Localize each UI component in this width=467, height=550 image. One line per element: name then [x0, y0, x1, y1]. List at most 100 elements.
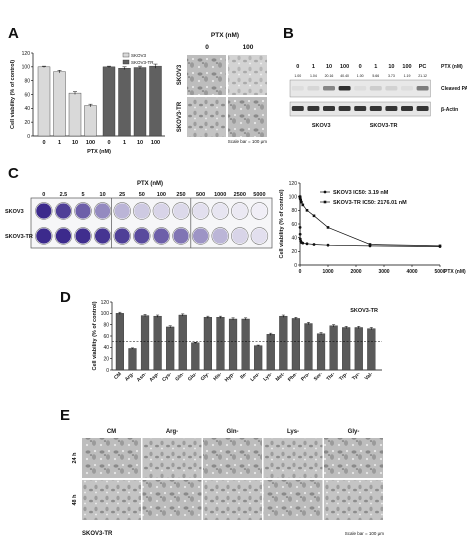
well-stain	[75, 203, 91, 219]
x-tick-label: 10	[72, 140, 78, 146]
bar	[84, 105, 97, 137]
panel-a-micro-row-1: SKOV3-TR	[177, 101, 183, 132]
bar	[140, 315, 150, 371]
lane-label: 10	[326, 64, 332, 70]
bar	[133, 67, 147, 137]
lane-label: PC	[419, 64, 427, 70]
x-tick-label: Gly-	[200, 371, 211, 382]
well-stain	[153, 203, 169, 219]
well	[250, 227, 269, 245]
x-tick-label: 100	[151, 140, 160, 146]
quant-value: 3.73	[388, 74, 395, 78]
x-tick-label: 5000	[434, 269, 445, 275]
bar	[216, 317, 225, 371]
bar	[68, 92, 82, 137]
actin-band	[369, 106, 382, 111]
x-tick-label: 0	[299, 269, 302, 275]
bar	[316, 333, 326, 371]
legend-swatch	[122, 52, 130, 58]
bar	[37, 66, 51, 137]
row-label-beta-actin: β-Actin	[441, 107, 458, 113]
micrograph	[203, 480, 262, 520]
y-tick-label: 80	[103, 322, 109, 328]
x-tick-label: 4000	[406, 269, 417, 275]
y-axis-label: Cell viability (% of control)	[10, 60, 16, 129]
bar	[166, 326, 175, 371]
well	[231, 227, 249, 245]
data-point	[298, 226, 302, 229]
conc-label: 5000	[253, 192, 265, 198]
x-tick-label: Phe-	[287, 371, 299, 383]
panel-a-micro-title: PTX (nM)	[211, 32, 239, 39]
micro-skov3tr-100	[228, 97, 267, 137]
micro-skov3tr-0	[187, 97, 226, 137]
panel-e-micrograph-grid: CM Arg- Gln- Lys- Gly- 24 h 48 h	[72, 429, 383, 520]
plate-row-label: SKOV3	[5, 209, 24, 215]
plate-title: PTX (nM)	[137, 181, 163, 187]
well-stain	[193, 228, 209, 244]
y-tick-label: 40	[103, 345, 109, 351]
y-tick-label: 100	[101, 311, 110, 317]
parp-band	[401, 86, 413, 91]
conc-label: 250	[176, 192, 185, 198]
well-stain	[251, 203, 267, 219]
well-stain	[55, 228, 71, 244]
panel-b-western-blot: 0 1.00 1 1.04 10 20.16 100 40.40 0 1.00 1 5.66 10 3.7…	[289, 64, 467, 129]
bar	[241, 318, 250, 371]
parp-band	[307, 86, 320, 91]
well-stain	[75, 228, 91, 244]
y-tick-label: 60	[291, 222, 297, 228]
well-stain	[134, 228, 150, 244]
panel-a-micro-col-0: 0	[205, 44, 209, 51]
legend-label: SKOV3	[131, 53, 147, 58]
group-label-skov3-tr: SKOV3-TR	[370, 123, 398, 129]
well-stain	[95, 228, 111, 244]
panel-e-cell-line: SKOV3-TR	[82, 531, 113, 537]
x-tick-label: Tyr-	[351, 371, 362, 382]
blot-cleaved-parp	[289, 79, 431, 98]
quant-value: 40.40	[340, 74, 349, 78]
conc-label: 1000	[214, 192, 226, 198]
quant-value: 20.16	[325, 74, 334, 78]
lane-label: 1	[374, 64, 377, 70]
well-stain	[212, 228, 228, 244]
panel-letter-d: D	[60, 289, 71, 306]
bar	[367, 328, 376, 371]
actin-band	[291, 106, 304, 111]
micrograph	[324, 480, 383, 520]
panel-e-scale-bar-label: Scale bar = 100 μm	[345, 531, 384, 536]
conc-label: 2.5	[60, 192, 68, 198]
plate-row-label: SKOV3-TR	[5, 234, 33, 240]
well-stain	[173, 203, 189, 219]
well-stain	[173, 228, 189, 244]
x-tick-label: Thr-	[325, 371, 336, 382]
well	[133, 202, 151, 220]
y-tick-label: 0	[294, 263, 297, 269]
well-stain	[193, 203, 209, 219]
data-point	[368, 243, 372, 246]
conc-label: 5	[81, 192, 84, 198]
lane-label: 10	[388, 64, 394, 70]
well	[250, 202, 269, 220]
y-tick-label: 120	[289, 181, 298, 187]
parp-band	[354, 86, 367, 91]
well	[172, 202, 190, 220]
legend-marker	[323, 200, 327, 204]
ptx-label: PTX (nM)	[441, 64, 463, 70]
x-tick-label: Asn-	[136, 371, 148, 383]
micrograph	[263, 438, 323, 478]
x-tick-label: Asp-	[148, 371, 160, 383]
actin-band	[338, 106, 351, 111]
legend-label: SKOV3 IC50: 3.19 nM	[333, 190, 389, 196]
well-stain	[55, 203, 71, 219]
conc-label: 50	[139, 192, 145, 198]
y-tick-label: 20	[291, 249, 297, 255]
bar	[329, 325, 338, 371]
micro-col-label: Gln-	[227, 429, 239, 435]
y-tick-label: 60	[24, 92, 30, 98]
conc-label: 2500	[234, 192, 246, 198]
x-tick-label: 2000	[350, 269, 361, 275]
row-label-cleaved-parp: Cleaved PARP	[441, 86, 467, 92]
conc-label: 100	[157, 192, 166, 198]
x-tick-label: Gln-	[174, 371, 186, 383]
